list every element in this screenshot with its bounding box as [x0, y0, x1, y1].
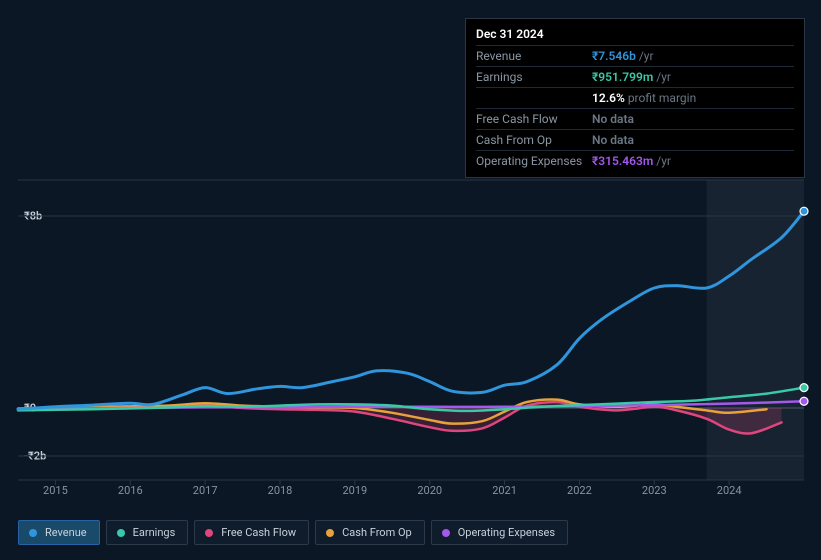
tooltip-row-label: Cash From Op	[476, 133, 592, 147]
legend-item-cashFromOp[interactable]: Cash From Op	[315, 520, 425, 545]
legend-label: Cash From Op	[342, 526, 412, 539]
x-axis-label: 2017	[193, 484, 218, 497]
tooltip-row: Operating Expenses₹315.463m /yr	[476, 150, 794, 171]
tooltip-row-label: Revenue	[476, 49, 592, 63]
tooltip-row: 12.6% profit margin	[476, 87, 794, 108]
x-axis-label: 2021	[492, 484, 517, 497]
chart-legend: Revenue Earnings Free Cash Flow Cash From O…	[18, 520, 568, 545]
legend-item-earnings[interactable]: Earnings	[106, 520, 189, 545]
projection-band	[707, 180, 804, 480]
legend-item-revenue[interactable]: Revenue	[18, 520, 100, 545]
chart-tooltip: Dec 31 2024 Revenue₹7.546b /yrEarnings₹9…	[465, 18, 805, 178]
x-axis-label: 2018	[268, 484, 293, 497]
tooltip-row: Revenue₹7.546b /yr	[476, 45, 794, 66]
legend-label: Operating Expenses	[458, 526, 555, 539]
legend-dot-icon	[442, 529, 450, 537]
legend-item-opEx[interactable]: Operating Expenses	[431, 520, 568, 545]
tooltip-row-value: ₹951.799m /yr	[592, 70, 671, 84]
x-axis-label: 2019	[342, 484, 367, 497]
tooltip-row-value: ₹7.546b /yr	[592, 49, 654, 63]
tooltip-row-value: No data	[592, 133, 634, 147]
x-axis-label: 2015	[43, 484, 68, 497]
tooltip-row-value: No data	[592, 112, 634, 126]
tooltip-row-value: ₹315.463m /yr	[592, 154, 671, 168]
tooltip-row-label	[476, 91, 592, 105]
tooltip-row: Earnings₹951.799m /yr	[476, 66, 794, 87]
legend-dot-icon	[117, 529, 125, 537]
chart-plot-area	[18, 180, 804, 480]
tooltip-row: Cash From OpNo data	[476, 129, 794, 150]
series-marker-earnings	[800, 384, 808, 392]
legend-dot-icon	[29, 529, 37, 537]
legend-label: Revenue	[45, 526, 87, 539]
tooltip-row: Free Cash FlowNo data	[476, 108, 794, 129]
legend-dot-icon	[326, 529, 334, 537]
series-line-revenue	[18, 211, 804, 409]
financials-chart: ₹8b₹0-₹2b 201520162017201820192020202120…	[0, 0, 821, 560]
tooltip-date: Dec 31 2024	[476, 25, 794, 45]
x-axis-label: 2022	[567, 484, 592, 497]
tooltip-row-label: Operating Expenses	[476, 154, 592, 168]
x-axis-label: 2016	[118, 484, 143, 497]
series-marker-opEx	[800, 397, 808, 405]
tooltip-row-value: 12.6% profit margin	[592, 91, 696, 105]
x-axis-label: 2024	[717, 484, 742, 497]
legend-dot-icon	[205, 529, 213, 537]
legend-item-freeCashFlow[interactable]: Free Cash Flow	[194, 520, 309, 545]
legend-label: Free Cash Flow	[221, 526, 296, 539]
tooltip-row-label: Earnings	[476, 70, 592, 84]
series-marker-revenue	[800, 207, 808, 215]
legend-label: Earnings	[133, 526, 176, 539]
x-axis-label: 2020	[417, 484, 442, 497]
x-axis-label: 2023	[642, 484, 667, 497]
tooltip-row-label: Free Cash Flow	[476, 112, 592, 126]
